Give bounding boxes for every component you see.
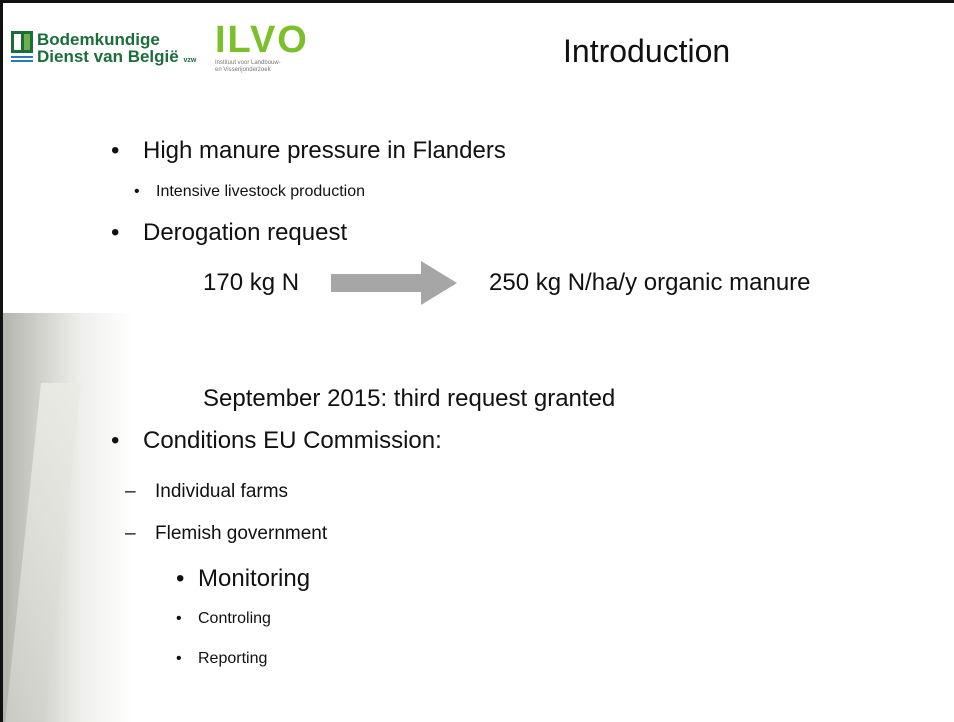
slide-title: Introduction [563,33,730,69]
bullet: Conditions EU Commission: [143,427,442,455]
dash-item: Individual farms [155,481,288,503]
logo-suffix: vzw [183,57,196,64]
task: Reporting [198,649,267,669]
logo-icon [11,31,33,65]
from-value: 170 kg N [203,269,299,297]
note: September 2015: third request granted [203,385,615,413]
sub-bullet: Intensive livestock production [156,182,365,202]
slide: Bodemkundige Dienst van België vzw ILVO … [0,0,954,722]
to-value: 250 kg N/ha/y organic manure [489,269,811,297]
logo-subtext: en Visserijonderzoek [215,67,271,74]
logo-text: Dienst van België [37,47,179,66]
arrow [331,261,459,305]
task: Monitoring [198,565,310,593]
logo-text: Bodemkundige [37,31,160,48]
dash-item: Flemish government [155,523,327,545]
task: Controling [198,609,271,629]
bullet: Derogation request [143,219,347,247]
logo-ilvo: ILVO [215,21,309,59]
bullet: High manure pressure in Flanders [143,137,506,165]
logo-text: Dienst van België vzw [37,48,196,69]
logo-subtext: Instituut voor Landbouw- [215,60,281,67]
